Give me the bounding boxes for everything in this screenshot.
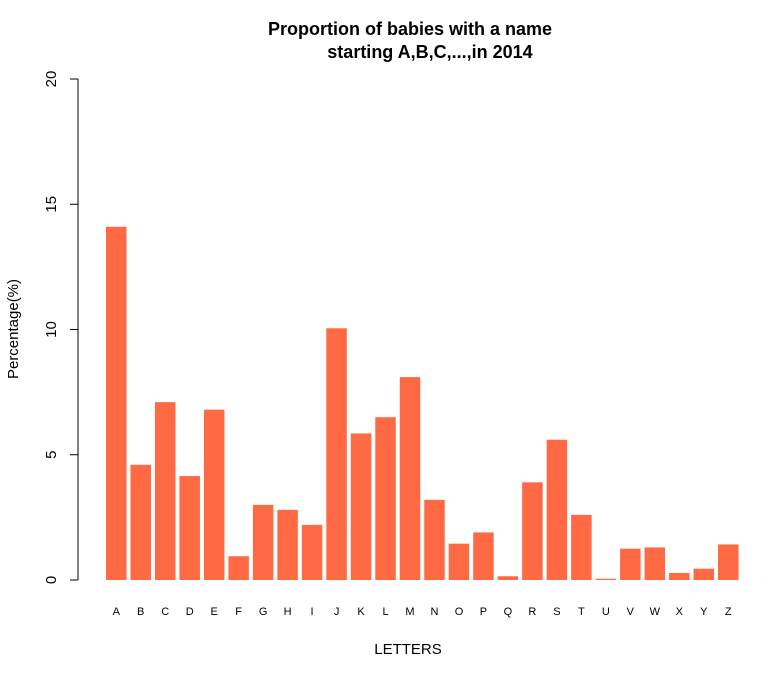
x-tick-label-x: X — [676, 606, 684, 618]
bar-e — [203, 409, 225, 580]
x-tick-label-u: U — [602, 606, 610, 618]
x-tick-label-i: I — [311, 606, 314, 618]
x-tick-label-q: Q — [504, 606, 513, 618]
bar-y — [693, 568, 715, 580]
bar-q — [497, 576, 519, 580]
bar-h — [277, 509, 298, 580]
bar-c — [154, 402, 176, 580]
bar-d — [179, 476, 200, 580]
x-tick-label-k: K — [357, 606, 365, 618]
bar-g — [252, 504, 274, 580]
bar-f — [228, 556, 249, 580]
bar-x — [669, 572, 690, 580]
y-axis-label: Percentage(%) — [5, 279, 22, 379]
x-tick-label-n: N — [431, 606, 439, 618]
bar-l — [375, 417, 396, 580]
bar-i — [301, 524, 323, 580]
bar-v — [620, 548, 641, 580]
x-axis-label: LETTERS — [374, 641, 442, 658]
bar-b — [130, 464, 151, 580]
x-tick-label-p: P — [480, 606, 487, 618]
y-axis-ticks: 0 5 10 15 20 — [43, 71, 78, 584]
bar-o — [448, 543, 470, 580]
x-tick-label-o: O — [455, 606, 464, 618]
bar-s — [546, 439, 568, 580]
bar-m — [399, 377, 421, 580]
chart-title-line1: Proportion of babies with a name — [268, 19, 552, 39]
y-tick-label: 15 — [43, 196, 60, 213]
y-tick-label: 20 — [43, 71, 60, 88]
x-tick-label-m: M — [405, 606, 414, 618]
x-tick-label-r: R — [528, 606, 536, 618]
x-tick-label-g: G — [259, 606, 268, 618]
chart-title-line2: starting A,B,C,...,in 2014 — [327, 42, 532, 62]
y-tick-label: 5 — [43, 451, 60, 459]
x-tick-label-s: S — [553, 606, 560, 618]
bar-z — [718, 544, 739, 580]
x-tick-label-l: L — [382, 606, 388, 618]
x-tick-label-v: V — [627, 606, 635, 618]
x-tick-label-c: C — [161, 606, 169, 618]
bar-a — [106, 226, 127, 581]
bars-group — [106, 226, 739, 581]
x-tick-label-a: A — [113, 606, 121, 618]
bar-t — [571, 514, 592, 580]
x-tick-label-y: Y — [700, 606, 708, 618]
x-tick-label-j: J — [334, 606, 340, 618]
bar-p — [473, 532, 494, 580]
x-tick-label-d: D — [186, 606, 194, 618]
x-tick-label-e: E — [210, 606, 217, 618]
bar-u — [595, 578, 617, 580]
x-tick-label-h: H — [284, 606, 292, 618]
x-tick-label-w: W — [650, 606, 661, 618]
x-tick-label-f: F — [235, 606, 242, 618]
y-tick-label: 0 — [43, 576, 60, 584]
bar-r — [522, 482, 543, 580]
x-tick-label-z: Z — [725, 606, 732, 618]
bar-k — [350, 433, 372, 580]
y-tick-label: 10 — [43, 321, 60, 338]
bar-j — [326, 328, 347, 580]
bar-n — [424, 499, 445, 580]
x-tick-label-b: B — [137, 606, 144, 618]
bar-w — [644, 547, 666, 580]
x-tick-label-t: T — [578, 606, 585, 618]
x-axis-tick-labels: A B C D E F G H I J K L M N O P Q R S T U V W X Y Z — [113, 606, 732, 618]
